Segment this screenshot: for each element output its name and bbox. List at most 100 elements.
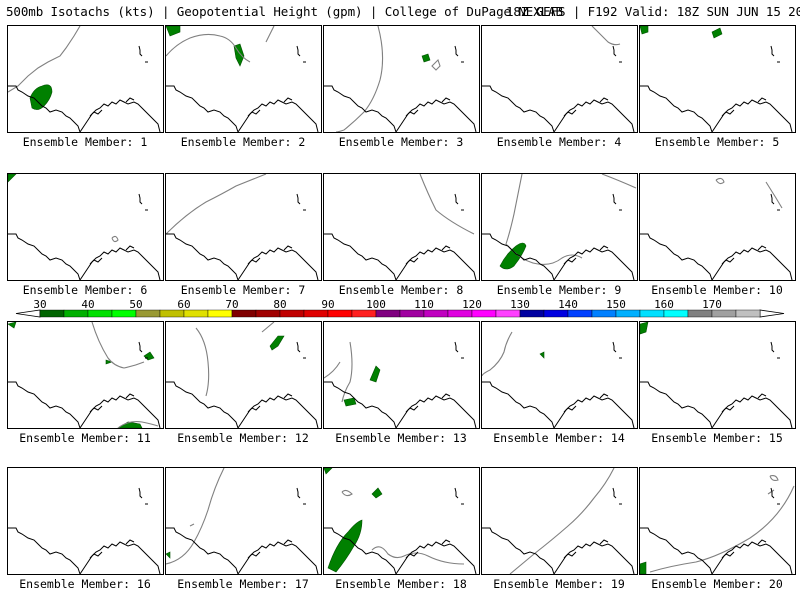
coastline-detail — [721, 97, 767, 117]
member-caption: Ensemble Member: 20 — [651, 577, 783, 591]
ensemble-member-map — [639, 173, 796, 281]
coastline-detail — [138, 487, 148, 505]
colorbar-swatch — [327, 309, 353, 318]
ensemble-member-map — [7, 25, 164, 133]
colorbar-left-arrow — [15, 309, 41, 318]
map-frame — [7, 25, 164, 133]
map-frame — [323, 467, 480, 575]
colorbar-tick-label: 40 — [81, 298, 95, 311]
map-frame — [323, 25, 480, 133]
coastline-detail — [612, 487, 622, 505]
coastline-detail — [721, 393, 767, 413]
map-frame — [323, 321, 480, 429]
colorbar-tick-label: 70 — [225, 298, 239, 311]
member-caption: Ensemble Member: 8 — [338, 283, 464, 297]
coastline-detail — [563, 539, 609, 559]
map-frame — [481, 321, 638, 429]
ensemble-member-map — [639, 25, 796, 133]
isotach-shading — [269, 335, 285, 351]
coastline — [640, 233, 793, 280]
colorbar-swatch — [39, 309, 65, 318]
colorbar-swatch — [711, 309, 737, 318]
coastline — [482, 381, 635, 428]
map-frame — [7, 173, 164, 281]
ensemble-member-map — [639, 467, 796, 575]
colorbar-swatch — [615, 309, 641, 318]
colorbar-swatch — [279, 309, 305, 318]
member-caption: Ensemble Member: 14 — [493, 431, 625, 445]
colorbar-swatch — [351, 309, 377, 318]
coastline-detail — [563, 245, 609, 265]
colorbar-tick-label: 50 — [129, 298, 143, 311]
coastline-detail — [563, 97, 609, 117]
map-canvas — [166, 322, 319, 428]
height-contour — [482, 331, 513, 377]
isotach-shading — [640, 322, 649, 335]
coastline-detail — [721, 245, 767, 265]
ensemble-member-map — [639, 321, 796, 429]
colorbar-swatch — [135, 309, 161, 318]
colorbar-tick-label: 160 — [654, 298, 674, 311]
coastline — [8, 233, 161, 280]
colorbar-swatch — [183, 309, 209, 318]
height-contour — [419, 174, 475, 235]
map-canvas — [8, 322, 161, 428]
colorbar-swatch — [231, 309, 257, 318]
member-caption: Ensemble Member: 9 — [496, 283, 622, 297]
isotach-shading — [166, 551, 171, 559]
map-canvas — [640, 177, 793, 280]
coastline-detail — [612, 193, 622, 211]
coastline-detail — [247, 245, 293, 265]
member-caption: Ensemble Member: 11 — [19, 431, 151, 445]
ensemble-member-map — [323, 173, 480, 281]
isotach-colorbar — [15, 309, 785, 318]
member-caption: Ensemble Member: 1 — [22, 135, 148, 149]
colorbar-swatch — [207, 309, 233, 318]
height-contour — [166, 26, 275, 63]
coastline-detail — [247, 393, 293, 413]
height-contour — [335, 26, 384, 132]
map-header: 500mb Isotachs (kts) | Geopotential Heig… — [6, 4, 800, 22]
map-frame — [639, 321, 796, 429]
coastline-detail — [563, 393, 609, 413]
height-contour — [195, 327, 210, 397]
coastline-detail — [770, 193, 780, 211]
ensemble-member-map — [165, 467, 322, 575]
height-contour — [769, 474, 779, 482]
member-caption: Ensemble Member: 15 — [651, 431, 783, 445]
isotach-shading — [29, 84, 53, 110]
coastline — [166, 233, 319, 280]
isotach-shading — [539, 351, 545, 359]
member-caption: Ensemble Member: 12 — [177, 431, 309, 445]
colorbar-tick-label: 120 — [462, 298, 482, 311]
isotach-shading — [105, 359, 113, 365]
coastline — [482, 85, 635, 132]
isotach-shading — [369, 365, 381, 383]
coastline — [324, 233, 477, 280]
coastline-detail — [296, 193, 306, 211]
coastline-detail — [296, 45, 306, 63]
isotach-shading — [143, 351, 155, 361]
colorbar-tick-label: 30 — [33, 298, 47, 311]
isotach-shading — [640, 561, 647, 574]
map-frame — [639, 173, 796, 281]
isotach-shading — [499, 242, 527, 270]
isotach-shading — [8, 322, 17, 329]
colorbar-right-arrow — [759, 309, 785, 318]
map-canvas — [640, 26, 793, 132]
ensemble-member-map — [7, 321, 164, 429]
colorbar-swatch — [519, 309, 545, 318]
colorbar-swatch — [735, 309, 761, 318]
height-contour — [261, 322, 275, 333]
colorbar-swatch — [255, 309, 281, 318]
coastline-detail — [138, 341, 148, 359]
map-frame — [165, 173, 322, 281]
height-contour — [324, 341, 353, 403]
coastline-detail — [89, 97, 135, 117]
height-contour — [649, 485, 795, 573]
isotach-shading — [711, 27, 723, 39]
height-contour — [166, 468, 225, 565]
ensemble-member-map — [481, 467, 638, 575]
ensemble-member-map — [481, 173, 638, 281]
height-contour — [765, 181, 783, 209]
